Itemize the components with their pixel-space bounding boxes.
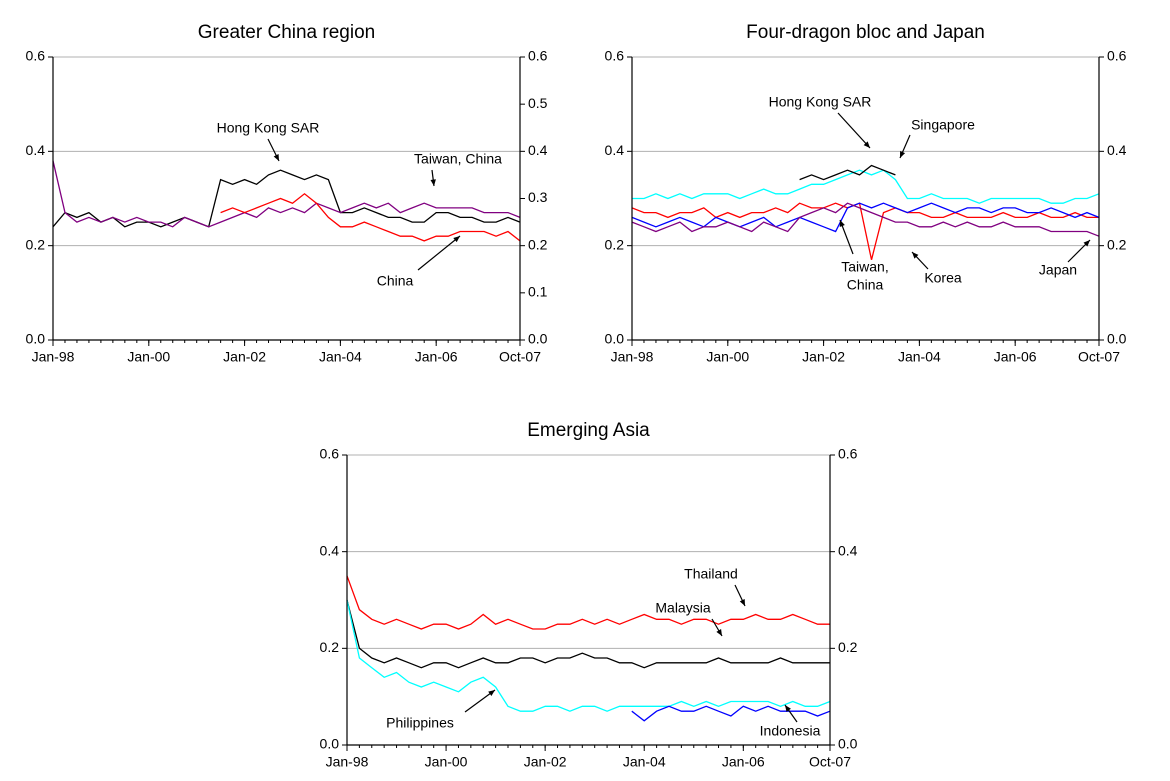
y2-tick-label: 0.2 [838, 639, 858, 655]
annotation: Taiwan, China [414, 151, 502, 167]
y2-tick-label: 0.3 [528, 189, 548, 205]
annotation: Hong Kong SAR [217, 120, 320, 136]
y2-tick-label: 0.2 [528, 236, 548, 252]
annotation: China [377, 273, 414, 289]
y-tick-label: 0.0 [26, 331, 46, 347]
y-tick-label: 0.6 [26, 48, 46, 64]
y-tick-label: 0.0 [320, 736, 340, 752]
series-line [632, 169, 1100, 204]
annotation: Philippines [386, 715, 454, 731]
series-line [631, 705, 831, 722]
x-tick-label: Jan-02 [802, 349, 845, 365]
x-tick-label: Oct-07 [1078, 349, 1120, 365]
chart-title: Emerging Asia [527, 420, 650, 441]
x-tick-label: Jan-02 [524, 754, 567, 770]
y2-tick-label: 0.6 [528, 48, 548, 64]
x-tick-label: Jan-04 [623, 754, 666, 770]
y-tick-label: 0.6 [605, 48, 625, 64]
y2-tick-label: 0.0 [1107, 331, 1127, 347]
series-line [220, 192, 521, 242]
y2-tick-label: 0.0 [528, 331, 548, 347]
annotation: Hong Kong SAR [769, 94, 872, 110]
y2-tick-label: 0.5 [528, 95, 548, 111]
arrow-head [739, 599, 745, 606]
annotation: Malaysia [655, 600, 710, 616]
annotation-arrow [837, 112, 871, 149]
series-line [52, 169, 521, 228]
y2-tick-label: 0.6 [838, 446, 858, 462]
annotation: Korea [924, 270, 962, 286]
y2-tick-label: 0.4 [528, 142, 548, 158]
series-line [631, 202, 1099, 260]
arrow-head [785, 705, 791, 712]
x-tick-label: Oct-07 [499, 349, 541, 365]
series-line [346, 599, 831, 712]
series-line [346, 575, 830, 630]
x-tick-label: Jan-04 [898, 349, 941, 365]
series-line [799, 164, 896, 181]
annotation: Singapore [911, 117, 975, 133]
x-tick-label: Jan-06 [415, 349, 458, 365]
arrow-head [273, 154, 279, 161]
x-tick-label: Jan-00 [425, 754, 468, 770]
x-tick-label: Jan-98 [326, 754, 369, 770]
y-tick-label: 0.2 [26, 236, 46, 252]
y-tick-label: 0.4 [605, 142, 625, 158]
x-tick-label: Jan-98 [611, 349, 654, 365]
y2-tick-label: 0.1 [528, 284, 548, 300]
y2-tick-label: 0.4 [1107, 142, 1127, 158]
y-tick-label: 0.2 [320, 639, 340, 655]
arrow-head [900, 151, 906, 158]
arrow-head [430, 179, 436, 186]
chart-title: Four-dragon bloc and Japan [746, 22, 985, 43]
annotation: Taiwan, [841, 259, 888, 275]
x-tick-label: Jan-02 [223, 349, 266, 365]
y2-tick-label: 0.4 [838, 542, 858, 558]
annotation: Japan [1039, 262, 1077, 278]
annotation: China [847, 277, 884, 293]
y-tick-label: 0.0 [605, 331, 625, 347]
y-tick-label: 0.2 [605, 236, 625, 252]
y2-tick-label: 0.2 [1107, 236, 1127, 252]
arrow-head [453, 236, 460, 243]
series-line [346, 599, 830, 669]
arrow-head [1083, 240, 1090, 247]
x-tick-label: Jan-98 [32, 349, 75, 365]
arrow-head [488, 690, 495, 697]
chart-title: Greater China region [198, 22, 375, 43]
arrow-head [863, 141, 870, 148]
arrow-head [716, 629, 722, 636]
series-line [631, 202, 1100, 237]
series-line [631, 202, 1100, 233]
annotation-arrow [417, 235, 461, 271]
series-line [52, 160, 521, 228]
y2-tick-label: 0.0 [838, 736, 858, 752]
y-tick-label: 0.4 [320, 542, 340, 558]
y-tick-label: 0.4 [26, 142, 46, 158]
x-tick-label: Jan-00 [127, 349, 170, 365]
annotation: Indonesia [760, 723, 821, 739]
arrow-head [839, 220, 845, 227]
x-tick-label: Oct-07 [809, 754, 851, 770]
y2-tick-label: 0.6 [1107, 48, 1127, 64]
x-tick-label: Jan-04 [319, 349, 362, 365]
x-tick-label: Jan-00 [706, 349, 749, 365]
annotation: Thailand [684, 566, 738, 582]
x-tick-label: Jan-06 [722, 754, 765, 770]
arrow-head [912, 252, 919, 259]
y-tick-label: 0.6 [320, 446, 340, 462]
x-tick-label: Jan-06 [994, 349, 1037, 365]
